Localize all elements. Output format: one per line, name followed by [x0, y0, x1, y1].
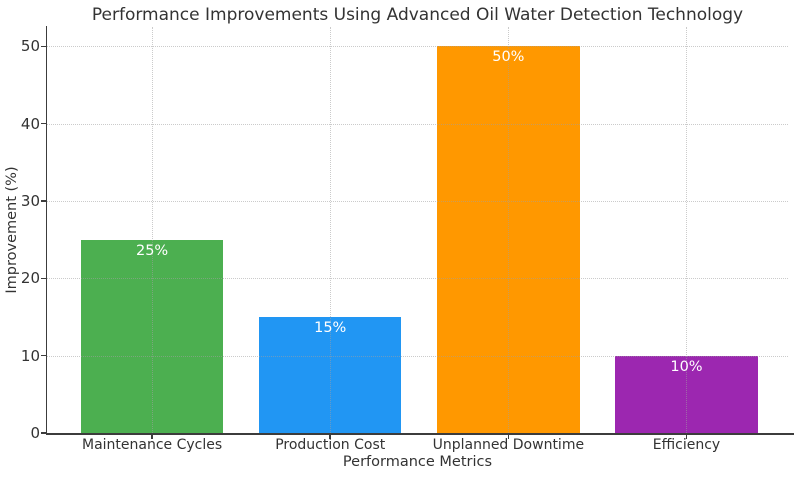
x-axis-label: Performance Metrics [342, 454, 493, 470]
bar-value-label: 50% [492, 49, 525, 66]
bar-value-label: 15% [314, 320, 347, 336]
x-tick-label: Unplanned Downtime [432, 437, 585, 453]
x-axis-spine [45, 433, 794, 435]
y-tick-label: 30 [20, 192, 40, 210]
chart-title: Performance Improvements Using Advanced … [91, 5, 744, 25]
y-tick-mark [41, 45, 46, 48]
gridline-x-4 [686, 27, 688, 433]
y-tick-mark [41, 122, 46, 125]
x-tick-label: Production Cost [275, 437, 386, 453]
y-tick-label: 10 [20, 346, 40, 365]
y-tick-label: 50 [20, 37, 40, 56]
y-tick-mark [41, 200, 46, 202]
y-tick-label: 20 [20, 269, 40, 288]
gridline-y-40 [47, 123, 788, 125]
gridline-x-3 [508, 27, 510, 433]
x-tick-label: Maintenance Cycles [82, 437, 223, 453]
gridline-x-2 [330, 27, 332, 433]
x-tick-mark [507, 434, 510, 439]
y-tick-mark [41, 432, 46, 434]
y-axis-spine [45, 26, 48, 435]
bar-value-label: 10% [670, 358, 703, 375]
gridline-y-10 [47, 355, 788, 357]
bar-value-label: 25% [135, 242, 169, 259]
y-tick-mark [41, 354, 46, 357]
gridline-y-30 [47, 201, 788, 202]
y-tick-label: 0 [30, 424, 40, 442]
x-tick-mark [151, 434, 153, 439]
gridline-x-1 [152, 27, 154, 433]
x-tick-label: Efficiency [652, 437, 721, 453]
y-tick-mark [41, 277, 46, 280]
gridline-y-20 [47, 278, 788, 280]
x-tick-mark [685, 434, 688, 439]
plot-area: 25% 15% 50% 10% [47, 27, 788, 433]
x-tick-mark [329, 434, 331, 439]
gridline-y-50 [47, 46, 788, 48]
y-tick-label: 40 [20, 114, 40, 133]
